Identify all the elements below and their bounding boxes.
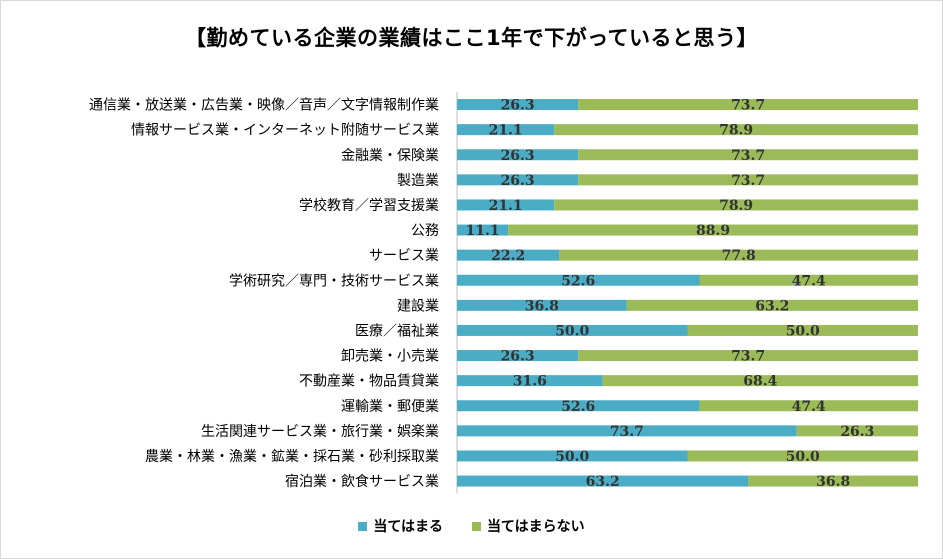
bar-segment-applies — [457, 324, 688, 336]
bar-segment-not-applies — [578, 350, 918, 362]
bar-segment-applies — [457, 350, 579, 362]
data-label: 31.6 — [513, 374, 547, 390]
legend-label-applies: 当てはまる — [373, 519, 444, 535]
legend: 当てはまる 当てはまらない — [0, 516, 943, 536]
bar-segment-not-applies — [578, 174, 918, 186]
legend-item-applies: 当てはまる — [358, 516, 443, 536]
bar-segment-applies — [457, 149, 579, 161]
legend-item-not-applies: 当てはまらない — [471, 516, 585, 536]
bar-segment-applies — [457, 450, 688, 462]
bar-segment-applies — [457, 425, 797, 437]
bar-segment-not-applies — [699, 274, 918, 286]
data-label: 63.2 — [586, 474, 620, 490]
data-label: 26.3 — [501, 148, 535, 164]
data-label: 47.4 — [792, 273, 826, 289]
data-label: 73.7 — [731, 98, 765, 114]
bar-segment-not-applies — [748, 475, 918, 487]
category-label: 通信業・放送業・広告業・映像／音声／文字情報制作業 — [89, 97, 439, 114]
data-label: 68.4 — [743, 374, 777, 390]
data-label: 21.1 — [489, 123, 523, 139]
data-label: 73.7 — [610, 424, 644, 440]
bar-segment-not-applies — [687, 450, 918, 462]
bar-segment-not-applies — [508, 224, 918, 236]
bar-segment-applies — [457, 124, 555, 136]
data-label: 78.9 — [719, 123, 753, 139]
data-label: 73.7 — [731, 148, 765, 164]
data-label: 77.8 — [722, 248, 756, 264]
data-label: 50.0 — [555, 449, 589, 465]
data-label: 21.1 — [489, 198, 523, 214]
bar-segment-not-applies — [602, 375, 918, 387]
category-label: 製造業 — [397, 173, 439, 189]
category-label: 学術研究／専門・技術サービス業 — [229, 273, 439, 289]
category-label: 医療／福祉業 — [355, 322, 439, 339]
data-label: 50.0 — [786, 449, 820, 465]
bar-segment-not-applies — [699, 400, 918, 412]
category-label: 公務 — [411, 223, 439, 239]
data-label: 73.7 — [731, 173, 765, 189]
data-label: 11.1 — [466, 223, 500, 239]
data-label: 26.3 — [840, 424, 874, 440]
data-label: 52.6 — [561, 273, 595, 289]
data-label: 50.0 — [786, 323, 820, 339]
bar-segment-not-applies — [626, 299, 918, 311]
data-label: 52.6 — [561, 399, 595, 415]
data-label: 26.3 — [501, 173, 535, 189]
category-label: 運輸業・郵便業 — [341, 399, 439, 415]
data-label: 47.4 — [792, 399, 826, 415]
data-label: 78.9 — [719, 198, 753, 214]
bar-segment-applies — [457, 400, 700, 412]
legend-swatch-not-applies — [471, 521, 481, 531]
data-label: 26.3 — [501, 98, 535, 114]
data-label: 73.7 — [731, 349, 765, 365]
bar-segment-not-applies — [559, 249, 918, 261]
category-label: 不動産業・物品賃貸業 — [299, 374, 439, 390]
category-label: 宿泊業・飲食サービス業 — [285, 473, 439, 490]
data-label: 88.9 — [696, 223, 730, 239]
category-label: 学校教育／学習支援業 — [299, 197, 439, 214]
bar-segment-not-applies — [578, 149, 918, 161]
data-label: 36.8 — [816, 474, 850, 490]
bar-segment-not-applies — [554, 199, 918, 211]
bar-segment-applies — [457, 199, 555, 211]
category-label: 金融業・保険業 — [341, 148, 439, 164]
category-label: 情報サービス業・インターネット附随サービス業 — [131, 123, 439, 139]
data-label: 22.2 — [491, 248, 525, 264]
data-label: 36.8 — [525, 298, 559, 314]
category-label: 卸売業・小売業 — [341, 349, 439, 365]
category-label: 生活関連サービス業・旅行業・娯楽業 — [201, 424, 439, 440]
data-label: 63.2 — [755, 298, 789, 314]
bar-segment-applies — [457, 249, 560, 261]
chart-title: 【勤めている企業の業績はここ1年で下がっていると思う】 — [184, 26, 759, 50]
bar-segment-not-applies — [687, 324, 918, 336]
data-label: 50.0 — [555, 323, 589, 339]
bar-segment-applies — [457, 174, 579, 186]
bar-segment-not-applies — [578, 99, 918, 111]
bar-segment-applies — [457, 475, 749, 487]
data-label: 26.3 — [501, 349, 535, 365]
bar-segment-not-applies — [554, 124, 918, 136]
bar-segment-applies — [457, 224, 509, 236]
bar-segment-applies — [457, 274, 700, 286]
bar-segment-not-applies — [796, 425, 918, 437]
category-label: 農業・林業・漁業・鉱業・採石業・砂利採取業 — [145, 448, 439, 465]
bar-segment-applies — [457, 375, 603, 387]
legend-label-not-applies: 当てはまらない — [486, 519, 585, 535]
bar-segment-applies — [457, 299, 627, 311]
category-label: 建設業 — [397, 298, 439, 314]
legend-swatch-applies — [358, 521, 368, 531]
category-label: サービス業 — [369, 248, 439, 264]
bar-segment-applies — [457, 99, 579, 111]
